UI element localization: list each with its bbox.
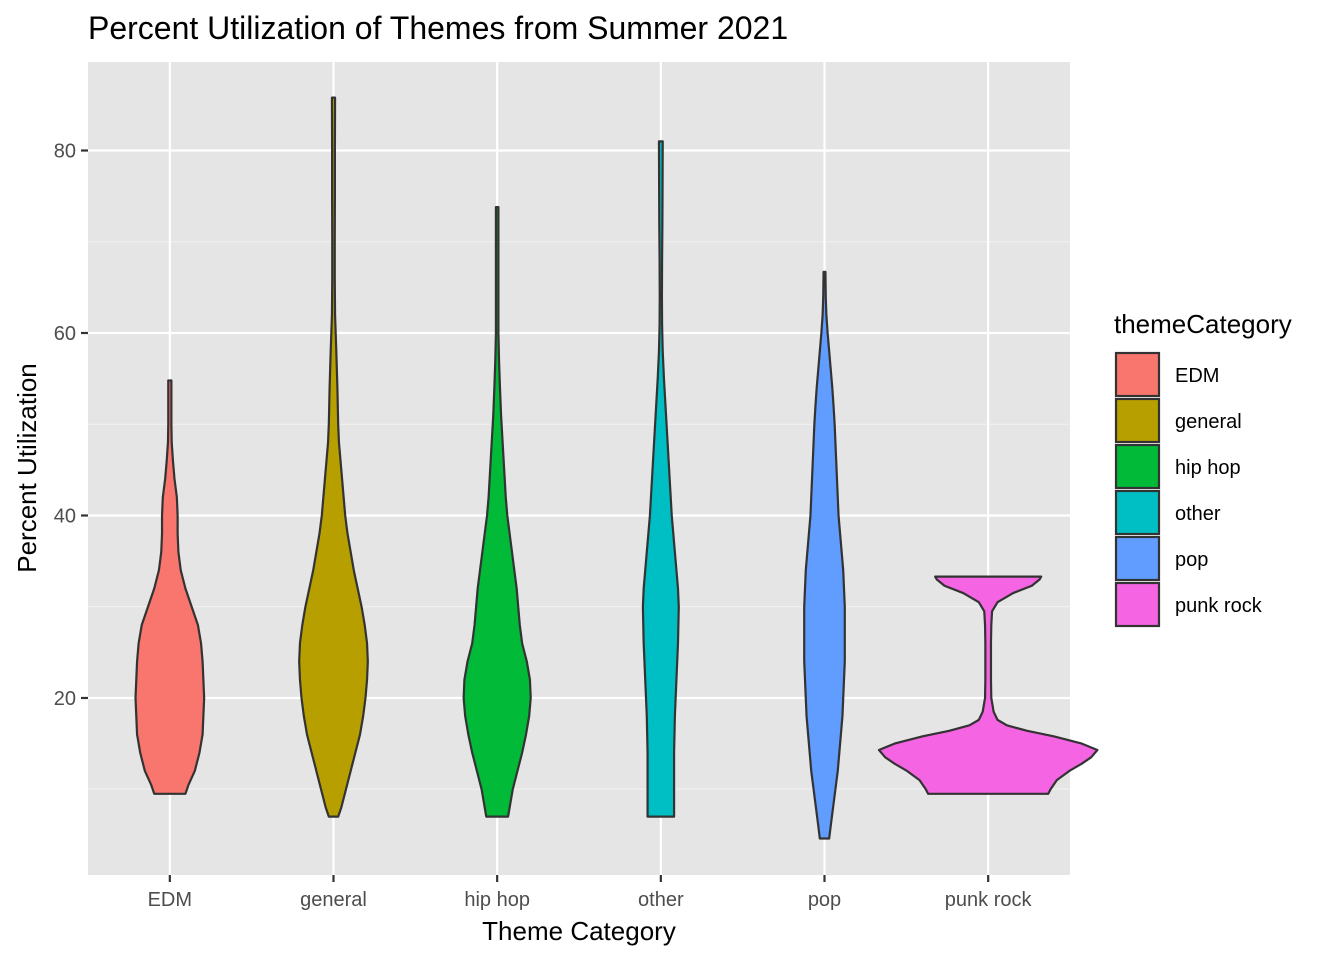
x-axis-title: Theme Category bbox=[482, 916, 676, 946]
legend-key-punk-rock bbox=[1114, 581, 1161, 628]
y-axis-title: Percent Utilization bbox=[12, 363, 42, 573]
legend-label-hip-hop: hip hop bbox=[1175, 457, 1241, 479]
x-tick-label-pop: pop bbox=[808, 889, 841, 911]
legend-key-pop bbox=[1114, 535, 1161, 582]
minor-gridlines bbox=[88, 241, 1070, 790]
x-axis: EDM general hip hop other pop punk rock bbox=[148, 875, 1033, 911]
legend-label-punk-rock: punk rock bbox=[1175, 595, 1263, 617]
legend-key-general bbox=[1114, 397, 1161, 444]
x-tick-label-punk-rock: punk rock bbox=[945, 889, 1033, 911]
y-tick-label: 60 bbox=[54, 323, 76, 345]
legend-label-edm: EDM bbox=[1175, 365, 1219, 387]
legend-title: themeCategory bbox=[1114, 309, 1292, 339]
x-tick-label-other: other bbox=[638, 889, 684, 911]
y-tick-label: 80 bbox=[54, 141, 76, 163]
y-tick-label: 40 bbox=[54, 505, 76, 527]
legend-key-other bbox=[1114, 489, 1161, 536]
legend-label-pop: pop bbox=[1175, 549, 1208, 571]
legend-label-other: other bbox=[1175, 503, 1221, 525]
violin-general bbox=[298, 96, 369, 818]
violin-punk-rock bbox=[877, 575, 1099, 795]
violin-hip-hop bbox=[462, 205, 532, 818]
x-tick-label-hip-hop: hip hop bbox=[464, 889, 530, 911]
y-tick-label: 20 bbox=[54, 688, 76, 710]
x-tick-label-edm: EDM bbox=[148, 889, 192, 911]
legend-key-edm bbox=[1114, 351, 1161, 398]
legend-label-general: general bbox=[1175, 411, 1242, 433]
chart-title: Percent Utilization of Themes from Summe… bbox=[88, 10, 788, 46]
legend-key-hip-hop bbox=[1114, 443, 1161, 490]
violin-pop bbox=[803, 270, 846, 840]
violins bbox=[134, 96, 1099, 840]
violin-other bbox=[641, 140, 680, 818]
violin-edm bbox=[134, 379, 206, 795]
y-axis: 20 40 60 80 bbox=[54, 141, 88, 710]
x-tick-label-general: general bbox=[300, 889, 367, 911]
legend: themeCategory EDM general hip hop other pop p… bbox=[1114, 309, 1292, 628]
